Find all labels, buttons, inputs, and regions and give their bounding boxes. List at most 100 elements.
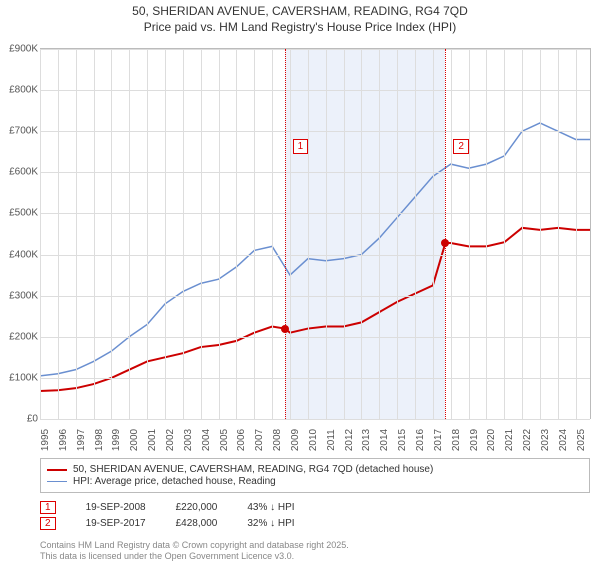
gridline-y: [40, 90, 590, 91]
event-number-1: 1: [40, 501, 56, 514]
event-number-2: 2: [40, 517, 56, 530]
event-row-1: 1 19-SEP-2008 £220,000 43% ↓ HPI: [40, 501, 590, 514]
gridline-x: [504, 49, 505, 419]
credit-text: Contains HM Land Registry data © Crown c…: [40, 540, 590, 562]
event-row-2: 2 19-SEP-2017 £428,000 32% ↓ HPI: [40, 517, 590, 530]
gridline-x: [540, 49, 541, 419]
gridline-y: [40, 131, 590, 132]
gridline-x: [576, 49, 577, 419]
gridline-x: [94, 49, 95, 419]
event-date-2: 19-SEP-2017: [86, 518, 146, 529]
event-date-1: 19-SEP-2008: [86, 502, 146, 513]
y-axis-label: £700K: [0, 126, 38, 137]
legend-item-property: 50, SHERIDAN AVENUE, CAVERSHAM, READING,…: [47, 464, 583, 475]
y-axis-label: £600K: [0, 167, 38, 178]
gridline-x: [111, 49, 112, 419]
gridline-x: [308, 49, 309, 419]
gridline-x: [451, 49, 452, 419]
gridline-y: [40, 419, 590, 420]
gridline-x: [397, 49, 398, 419]
y-axis-label: £0: [0, 414, 38, 425]
gridline-x: [76, 49, 77, 419]
title-line-2: Price paid vs. HM Land Registry's House …: [144, 20, 456, 34]
x-axis-label: 2016: [415, 429, 426, 451]
gridline-x: [433, 49, 434, 419]
legend: 50, SHERIDAN AVENUE, CAVERSHAM, READING,…: [40, 458, 590, 493]
x-axis-label: 2014: [379, 429, 390, 451]
event-delta-2: 32% ↓ HPI: [247, 518, 294, 529]
event-marker-1: [281, 325, 289, 333]
y-axis-label: £900K: [0, 44, 38, 55]
gridline-x: [40, 49, 41, 419]
gridline-x: [58, 49, 59, 419]
x-axis-label: 2008: [272, 429, 283, 451]
gridline-x: [201, 49, 202, 419]
event-price-1: £220,000: [176, 502, 218, 513]
x-axis-label: 2023: [540, 429, 551, 451]
x-axis-label: 2005: [219, 429, 230, 451]
gridline-y: [40, 172, 590, 173]
gridline-x: [147, 49, 148, 419]
chart-container: 50, SHERIDAN AVENUE, CAVERSHAM, READING,…: [0, 4, 600, 564]
gridline-x: [469, 49, 470, 419]
chart-svg: [40, 49, 590, 419]
gridline-x: [558, 49, 559, 419]
gridline-x: [254, 49, 255, 419]
x-axis-label: 1998: [94, 429, 105, 451]
series-line-property: [40, 228, 590, 391]
gridline-x: [236, 49, 237, 419]
y-axis-label: £300K: [0, 290, 38, 301]
event-marker-2: [441, 239, 449, 247]
x-axis-label: 2010: [308, 429, 319, 451]
x-axis-label: 2006: [236, 429, 247, 451]
title-line-1: 50, SHERIDAN AVENUE, CAVERSHAM, READING,…: [132, 4, 468, 18]
y-axis-label: £500K: [0, 208, 38, 219]
gridline-x: [415, 49, 416, 419]
x-axis-label: 1996: [58, 429, 69, 451]
events-table: 1 19-SEP-2008 £220,000 43% ↓ HPI 2 19-SE…: [40, 498, 590, 533]
legend-label-property: 50, SHERIDAN AVENUE, CAVERSHAM, READING,…: [73, 464, 433, 475]
gridline-y: [40, 213, 590, 214]
gridline-x: [165, 49, 166, 419]
x-axis-label: 2015: [397, 429, 408, 451]
x-axis-label: 2003: [183, 429, 194, 451]
credit-line-2: This data is licensed under the Open Gov…: [40, 551, 294, 561]
x-axis-label: 2007: [254, 429, 265, 451]
x-axis-label: 1995: [40, 429, 51, 451]
x-axis-label: 2018: [451, 429, 462, 451]
gridline-x: [272, 49, 273, 419]
credit-line-1: Contains HM Land Registry data © Crown c…: [40, 540, 349, 550]
x-axis-label: 2011: [326, 429, 337, 451]
legend-swatch-property: [47, 469, 67, 471]
legend-label-hpi: HPI: Average price, detached house, Read…: [73, 476, 276, 487]
event-marker-label-1: 1: [293, 139, 309, 154]
chart-title: 50, SHERIDAN AVENUE, CAVERSHAM, READING,…: [0, 4, 600, 35]
event-marker-label-2: 2: [453, 139, 469, 154]
y-axis-label: £100K: [0, 372, 38, 383]
x-axis-label: 2022: [522, 429, 533, 451]
gridline-x: [361, 49, 362, 419]
series-line-hpi: [40, 123, 590, 376]
event-line-1: [285, 49, 286, 419]
x-axis-label: 2002: [165, 429, 176, 451]
gridline-y: [40, 337, 590, 338]
gridline-y: [40, 49, 590, 50]
gridline-x: [326, 49, 327, 419]
plot-area: £0£100K£200K£300K£400K£500K£600K£700K£80…: [40, 48, 591, 419]
x-axis-label: 2013: [361, 429, 372, 451]
event-delta-1: 43% ↓ HPI: [247, 502, 294, 513]
x-axis-label: 2021: [504, 429, 515, 451]
gridline-y: [40, 255, 590, 256]
gridline-x: [344, 49, 345, 419]
event-line-2: [445, 49, 446, 419]
gridline-x: [486, 49, 487, 419]
gridline-x: [183, 49, 184, 419]
x-axis-label: 2012: [344, 429, 355, 451]
x-axis-label: 2009: [290, 429, 301, 451]
x-axis-label: 1997: [76, 429, 87, 451]
y-axis-label: £400K: [0, 249, 38, 260]
y-axis-label: £200K: [0, 331, 38, 342]
x-axis-label: 2000: [129, 429, 140, 451]
gridline-y: [40, 378, 590, 379]
gridline-x: [219, 49, 220, 419]
